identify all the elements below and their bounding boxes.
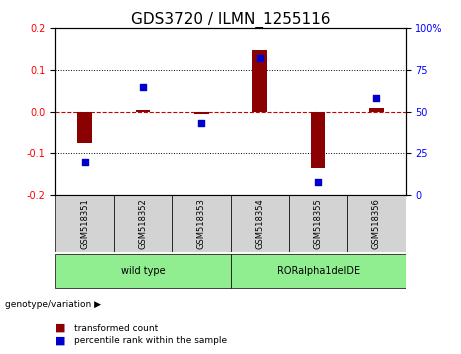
Bar: [194, 112, 208, 114]
FancyBboxPatch shape: [114, 195, 172, 252]
Text: genotype/variation ▶: genotype/variation ▶: [5, 300, 100, 309]
Text: ■: ■: [55, 335, 66, 346]
Text: GSM518351: GSM518351: [80, 198, 89, 249]
Point: [314, 179, 322, 184]
Point: [373, 96, 380, 101]
Point: [139, 84, 147, 90]
FancyBboxPatch shape: [55, 254, 230, 289]
Text: wild type: wild type: [121, 266, 165, 276]
Text: transformed count: transformed count: [74, 324, 158, 333]
Text: GSM518352: GSM518352: [138, 198, 148, 249]
Bar: [77, 112, 92, 143]
Text: GSM518355: GSM518355: [313, 198, 323, 249]
FancyBboxPatch shape: [347, 195, 406, 252]
Text: ■: ■: [55, 323, 66, 333]
Bar: [369, 108, 384, 112]
FancyBboxPatch shape: [289, 195, 347, 252]
Text: GSM518353: GSM518353: [197, 198, 206, 249]
Point: [256, 56, 263, 61]
Point: [198, 120, 205, 126]
Bar: [253, 50, 267, 112]
FancyBboxPatch shape: [55, 195, 114, 252]
Title: GDS3720 / ILMN_1255116: GDS3720 / ILMN_1255116: [131, 12, 330, 28]
FancyBboxPatch shape: [230, 195, 289, 252]
Bar: [136, 110, 150, 112]
Point: [81, 159, 88, 165]
Text: GSM518356: GSM518356: [372, 198, 381, 249]
Bar: [311, 112, 325, 168]
FancyBboxPatch shape: [230, 254, 406, 289]
FancyBboxPatch shape: [172, 195, 230, 252]
Text: RORalpha1delDE: RORalpha1delDE: [277, 266, 360, 276]
Text: GSM518354: GSM518354: [255, 198, 264, 249]
Text: percentile rank within the sample: percentile rank within the sample: [74, 336, 227, 346]
